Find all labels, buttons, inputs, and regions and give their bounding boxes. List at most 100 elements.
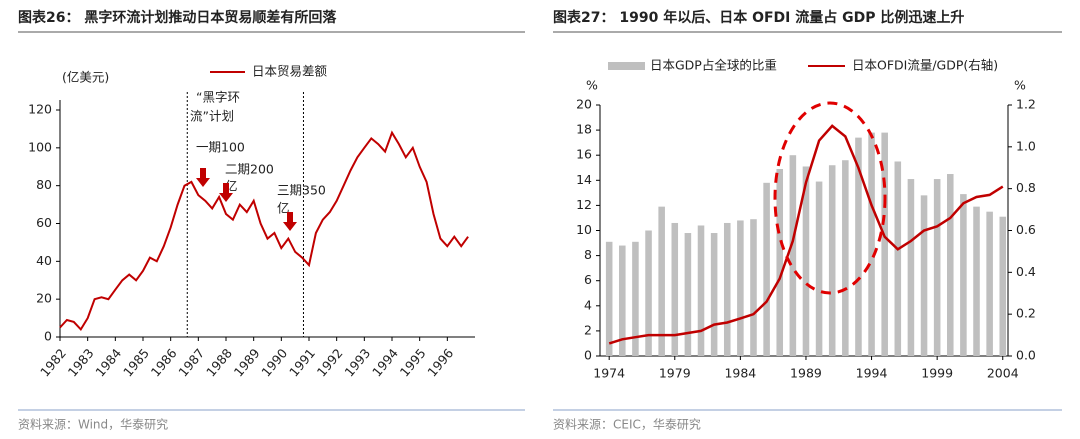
bar (645, 230, 652, 356)
annotation: 二期200 (225, 162, 274, 177)
y2-tick-label: 0.0 (1016, 348, 1036, 363)
bar (697, 225, 705, 356)
x-tick-label: 1984 (724, 366, 756, 381)
bar (842, 160, 849, 356)
line (608, 124, 1004, 345)
bar (671, 222, 679, 356)
x-tick-label: 1982 (37, 346, 69, 380)
x-tick-label: 1994 (856, 366, 888, 381)
source: 资料来源：CEIC，华泰研究 (553, 417, 701, 432)
x-tick-label: 1992 (314, 346, 346, 380)
x-tick-label: 1996 (424, 346, 456, 380)
annotation: “黑字环 (196, 90, 240, 105)
arrow (283, 212, 297, 231)
annotation: 亿 (277, 201, 290, 216)
bar (723, 222, 731, 356)
bar (763, 182, 770, 356)
chart-title: 图表26： 黑字环流计划推动日本贸易顺差有所回落 (18, 9, 337, 26)
y-tick-label: 18 (576, 122, 592, 137)
bar (828, 165, 836, 356)
x-tick-label: 2004 (987, 366, 1019, 381)
bar (605, 241, 613, 356)
bar (789, 155, 797, 356)
bar (868, 132, 875, 356)
y-tick-label: 60 (36, 215, 52, 230)
source: 资料来源：Wind，华泰研究 (18, 417, 168, 432)
y-tick-label: 8 (584, 247, 592, 262)
y2-tick-label: 0.6 (1016, 222, 1036, 237)
y-tick-label: 10 (576, 222, 592, 237)
y-tick-label: 0 (44, 329, 52, 344)
bar (999, 216, 1007, 356)
arrow (196, 168, 210, 187)
legend-label: 日本OFDI流量/GDP(右轴) (852, 58, 998, 73)
y-tick-label: 16 (576, 147, 592, 162)
y2-tick-label: 0.8 (1016, 180, 1036, 195)
bar (907, 179, 915, 356)
x-tick-label: 1987 (175, 346, 207, 380)
y-axis-unit: % (586, 78, 598, 93)
x-tick-label: 1979 (659, 366, 691, 381)
x-tick-label: 1989 (231, 346, 263, 380)
legend-label: 日本GDP占全球的比重 (650, 58, 777, 73)
annotation: 一期100 (196, 140, 245, 155)
bar (710, 233, 718, 356)
y-tick-label: 14 (576, 172, 592, 187)
legend-label: 日本贸易差额 (252, 64, 328, 79)
annotation: 流”计划 (190, 109, 234, 124)
y-tick-label: 40 (36, 253, 52, 268)
y-tick-label: 80 (36, 177, 52, 192)
y2-tick-label: 0.4 (1016, 264, 1036, 279)
bar (737, 220, 744, 356)
x-tick-label: 1985 (120, 346, 152, 380)
x-tick-label: 1991 (286, 346, 318, 380)
arrow (219, 183, 233, 202)
bar (946, 174, 954, 356)
y-tick-label: 2 (584, 322, 592, 337)
bar (658, 206, 665, 356)
chart-title: 图表27： 1990 年以后、日本 OFDI 流量占 GDP 比例迅速上升 (553, 9, 964, 26)
x-tick-label: 1989 (790, 366, 822, 381)
bar (632, 241, 639, 356)
bar (881, 132, 888, 356)
y2-tick-label: 0.2 (1016, 306, 1036, 321)
x-tick-label: 1983 (65, 346, 97, 380)
y2-tick-label: 1.0 (1016, 138, 1036, 153)
bar (973, 206, 980, 356)
bar (684, 233, 692, 356)
y-tick-label: 4 (584, 297, 592, 312)
bar (750, 219, 757, 356)
x-tick-label: 1986 (148, 346, 180, 380)
bar (933, 179, 941, 356)
y-tick-label: 6 (584, 272, 592, 287)
y2-axis-unit: % (1014, 78, 1026, 93)
legend-swatch (608, 62, 645, 70)
bar (855, 137, 862, 356)
y-tick-label: 20 (576, 97, 592, 112)
y-axis-unit: (亿美元) (62, 70, 109, 85)
bar (802, 166, 810, 356)
x-tick-label: 1994 (369, 346, 401, 380)
x-tick-label: 1988 (203, 346, 235, 380)
line (59, 130, 469, 332)
bar (986, 211, 993, 356)
bar (815, 181, 823, 356)
x-tick-label: 1999 (921, 366, 953, 381)
bar (960, 194, 967, 356)
y-tick-label: 12 (576, 197, 592, 212)
y2-tick-label: 1.2 (1016, 97, 1036, 112)
x-tick-label: 1993 (341, 346, 373, 380)
x-tick-label: 1984 (92, 346, 124, 380)
highlight-ellipse (773, 101, 887, 295)
x-tick-label: 1990 (258, 346, 290, 380)
y-tick-label: 20 (36, 291, 52, 306)
bar (776, 169, 784, 356)
bar (920, 195, 928, 356)
bar (894, 161, 902, 356)
x-tick-label: 1974 (593, 366, 625, 381)
x-tick-label: 1995 (397, 346, 429, 380)
bar (619, 245, 626, 356)
y-tick-label: 0 (584, 348, 592, 363)
annotation: 三期350 (277, 183, 326, 198)
